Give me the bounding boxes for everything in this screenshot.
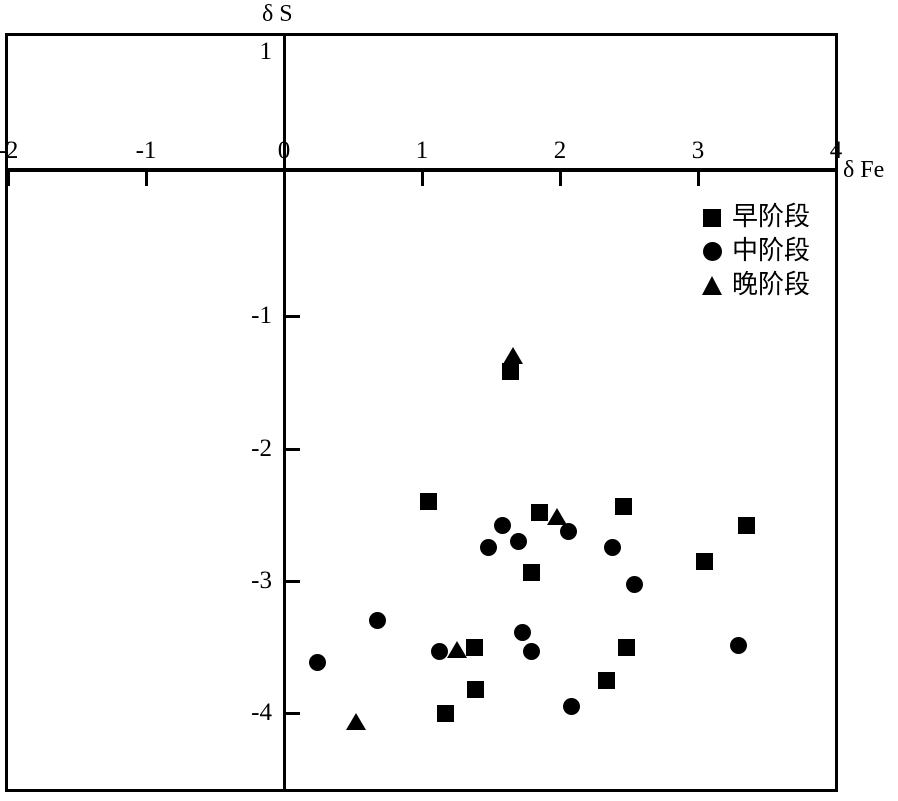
data-point-circle bbox=[562, 698, 580, 716]
legend: 早阶段 中阶段 晚阶段 bbox=[700, 200, 810, 302]
data-point-triangle bbox=[345, 713, 366, 731]
circle-marker-icon bbox=[700, 240, 726, 262]
data-point-square bbox=[465, 638, 483, 656]
y-axis-line bbox=[283, 33, 286, 792]
data-point-square bbox=[436, 704, 454, 722]
y-tick-mark bbox=[286, 712, 300, 716]
legend-item-middle[interactable]: 中阶段 bbox=[700, 234, 810, 268]
x-tick-mark bbox=[559, 172, 562, 186]
x-tick-label: 2 bbox=[553, 137, 567, 164]
x-axis-title: δ Fe bbox=[843, 157, 885, 183]
x-tick-mark bbox=[421, 172, 424, 186]
x-tick-mark bbox=[835, 172, 838, 186]
y-tick-label: -2 bbox=[251, 434, 272, 462]
legend-item-late[interactable]: 晚阶段 bbox=[700, 268, 810, 302]
y-tick-label: 1 bbox=[259, 37, 273, 65]
data-point-circle bbox=[559, 523, 577, 541]
y-tick-label: -1 bbox=[251, 302, 272, 330]
y-tick-mark bbox=[286, 315, 300, 319]
y-tick-label: -4 bbox=[251, 699, 272, 727]
data-point-square bbox=[614, 498, 632, 516]
data-point-circle bbox=[603, 539, 621, 557]
data-point-square bbox=[617, 638, 635, 656]
legend-label-middle: 中阶段 bbox=[732, 236, 811, 266]
data-point-circle bbox=[514, 623, 532, 641]
data-point-triangle bbox=[547, 508, 568, 526]
data-point-circle bbox=[479, 539, 497, 557]
data-point-square bbox=[737, 516, 755, 534]
x-tick-mark bbox=[145, 172, 148, 186]
data-point-circle bbox=[431, 642, 449, 660]
triangle-marker-icon bbox=[700, 274, 726, 296]
x-tick-label: 3 bbox=[691, 137, 705, 164]
data-point-square bbox=[501, 363, 519, 381]
y-tick-mark bbox=[286, 579, 300, 583]
data-point-square bbox=[530, 503, 548, 521]
x-tick-label: -1 bbox=[135, 137, 157, 164]
x-tick-label: 4 bbox=[829, 137, 843, 164]
x-tick-label: -2 bbox=[0, 137, 19, 164]
data-point-square bbox=[467, 680, 485, 698]
y-axis-title: δ S bbox=[262, 1, 293, 27]
data-point-circle bbox=[522, 642, 540, 660]
data-point-square bbox=[696, 552, 714, 570]
data-point-square bbox=[522, 564, 540, 582]
data-point-circle bbox=[308, 654, 326, 672]
x-tick-mark bbox=[7, 172, 10, 186]
data-point-triangle bbox=[446, 640, 467, 658]
data-point-square bbox=[598, 671, 616, 689]
data-point-circle bbox=[369, 612, 387, 630]
x-tick-label: 0 bbox=[277, 137, 291, 164]
x-axis-line bbox=[5, 168, 838, 172]
data-point-circle bbox=[626, 576, 644, 594]
legend-label-late: 晚阶段 bbox=[732, 270, 811, 300]
x-tick-mark bbox=[697, 172, 700, 186]
legend-label-early: 早阶段 bbox=[732, 202, 811, 232]
x-tick-label: 1 bbox=[415, 137, 429, 164]
y-tick-label: -3 bbox=[251, 566, 272, 594]
data-point-triangle bbox=[503, 346, 524, 364]
plot-frame bbox=[5, 33, 838, 792]
square-marker-icon bbox=[700, 206, 726, 228]
data-point-circle bbox=[729, 637, 747, 655]
data-point-square bbox=[420, 493, 438, 511]
y-tick-mark bbox=[286, 447, 300, 451]
legend-item-early[interactable]: 早阶段 bbox=[700, 200, 810, 234]
data-point-circle bbox=[510, 532, 528, 550]
data-point-circle bbox=[493, 516, 511, 534]
